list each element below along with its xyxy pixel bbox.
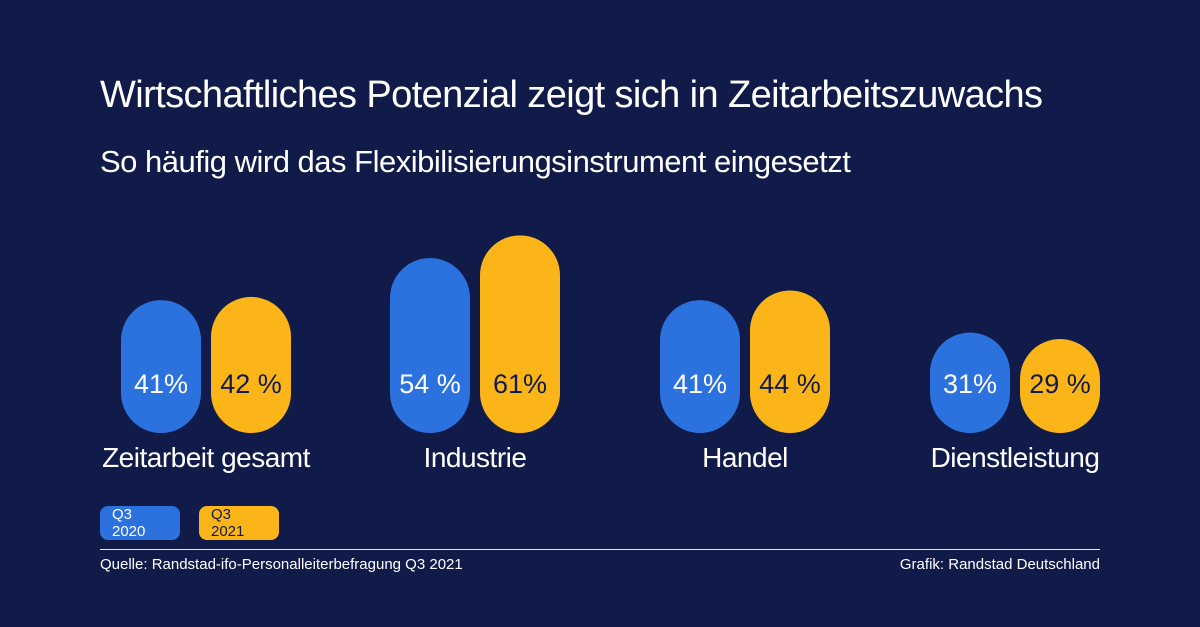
chart-subtitle: So häufig wird das Flexibilisierungsinst… xyxy=(100,144,851,179)
value-label-industrie-q3-2020: 54 % xyxy=(399,369,461,399)
legend-item-q3-2020: Q3 2020 xyxy=(100,506,180,540)
bar-zeitarbeit-gesamt-q3-2020 xyxy=(121,300,201,433)
category-label-industrie: Industrie xyxy=(424,442,527,473)
value-label-handel-q3-2020: 41% xyxy=(673,369,727,399)
bar-handel-q3-2021 xyxy=(750,290,830,433)
bar-industrie-q3-2020 xyxy=(390,258,470,433)
value-label-zeitarbeit-gesamt-q3-2020: 41% xyxy=(134,369,188,399)
bar-chart: 41% 42 % Zeitarbeit gesamt 54 % 61% Industrie… xyxy=(102,235,1100,473)
bar-handel-q3-2020 xyxy=(660,300,740,433)
graphic-credit: Grafik: Randstad Deutschland xyxy=(899,556,1100,573)
bar-industrie-q3-2021 xyxy=(480,235,560,433)
bar-zeitarbeit-gesamt-q3-2021 xyxy=(211,296,291,433)
value-label-zeitarbeit-gesamt-q3-2021: 42 % xyxy=(220,369,282,399)
source-note: Quelle: Randstad-ifo-Personalleiterbefra… xyxy=(100,556,463,573)
category-label-dienstleistung: Dienstleistung xyxy=(931,442,1100,473)
bar-dienstleistung-q3-2020 xyxy=(930,332,1010,433)
bar-dienstleistung-q3-2021 xyxy=(1020,339,1100,433)
value-label-dienstleistung-q3-2021: 29 % xyxy=(1029,369,1091,399)
category-label-handel: Handel xyxy=(702,442,788,473)
chart-title: Wirtschaftliches Potenzial zeigt sich in… xyxy=(100,74,1043,116)
footer-divider xyxy=(100,549,1100,550)
value-label-industrie-q3-2021: 61% xyxy=(493,369,547,399)
value-label-dienstleistung-q3-2020: 31% xyxy=(943,369,997,399)
value-label-handel-q3-2021: 44 % xyxy=(759,369,821,399)
legend-item-q3-2021: Q3 2021 xyxy=(199,506,279,540)
category-label-zeitarbeit-gesamt: Zeitarbeit gesamt xyxy=(102,442,311,473)
legend: Q3 2020 Q3 2021 xyxy=(100,506,279,540)
